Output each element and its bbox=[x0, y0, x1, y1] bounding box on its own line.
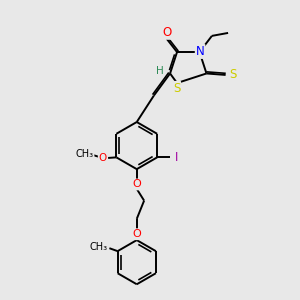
Text: N: N bbox=[196, 45, 205, 58]
Text: O: O bbox=[132, 229, 141, 239]
Text: CH₃: CH₃ bbox=[89, 242, 107, 252]
Text: S: S bbox=[173, 82, 180, 95]
Text: O: O bbox=[99, 153, 107, 163]
Text: O: O bbox=[162, 26, 171, 39]
Text: CH₃: CH₃ bbox=[76, 148, 94, 158]
Text: O: O bbox=[132, 179, 141, 190]
Text: H: H bbox=[156, 65, 164, 76]
Text: S: S bbox=[229, 68, 237, 81]
Text: I: I bbox=[175, 151, 178, 164]
